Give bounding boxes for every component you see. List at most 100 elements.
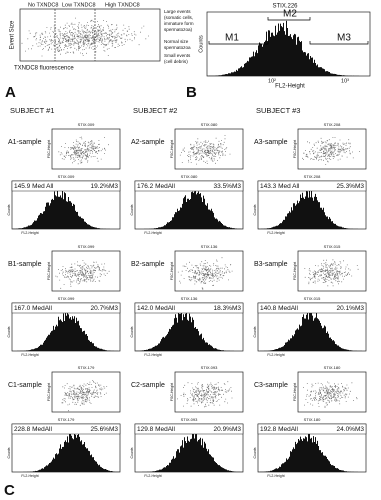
plot-title: STIX.179 <box>58 417 75 422</box>
plot-title: STIX.080 <box>181 174 198 179</box>
axis-label: Counts <box>253 326 257 337</box>
axis-label: Counts <box>7 326 11 337</box>
stats-box <box>134 423 244 435</box>
gate-label: Low TXNDC8 <box>62 2 96 8</box>
axis-label: FSC-Height <box>170 383 174 401</box>
scatter-dots <box>21 17 149 57</box>
stats-box <box>11 302 121 314</box>
axis-label: TXNDC8 fluorescence <box>14 66 74 72</box>
median-value: 192.8 MedAll <box>260 426 298 433</box>
axis-label: FSC-Height <box>293 383 297 401</box>
sample-label: B2-sample <box>131 261 165 268</box>
gate-label: High TXNDC8 <box>105 2 140 8</box>
scatter-dots <box>177 381 233 408</box>
panel-letter: A <box>5 84 16 101</box>
m3-value: 20.7%M3 <box>91 305 119 312</box>
m3-value: 20.1%M3 <box>337 305 365 312</box>
plot-title: STIX.179 <box>78 365 95 370</box>
median-value: 140.8 MedAll <box>260 305 298 312</box>
histogram-bars <box>258 309 366 351</box>
histogram-bars <box>135 190 243 229</box>
sample-label: B1-sample <box>8 261 42 268</box>
side-label: Large events <box>164 9 191 14</box>
median-value: 145.9 Med All <box>14 183 54 190</box>
axis-label: Counts <box>7 204 11 215</box>
plot-title: STIX.093 <box>201 365 218 370</box>
panel-letter: C <box>4 482 15 499</box>
histogram-bars <box>12 430 120 472</box>
stats-box <box>257 180 367 192</box>
sample-label: A2-sample <box>131 139 165 146</box>
axis-label: Counts <box>253 204 257 215</box>
m3-value: 25.3%M3 <box>337 183 365 190</box>
axis-label: Counts <box>7 447 11 458</box>
plot-title: STIX.015 <box>324 244 341 249</box>
median-value: 176.2 MedAll <box>137 183 175 190</box>
plot-frame <box>174 128 244 170</box>
axis-label: FL2-Height <box>144 231 161 235</box>
axis-label: FSC-Height <box>47 140 51 158</box>
subject-heading: SUBJECT #2 <box>133 106 177 115</box>
axis-label: FSC-Height <box>293 140 297 158</box>
sample-label: C2-sample <box>131 382 165 389</box>
x-tick-label: 10² <box>268 78 276 84</box>
axis-label: FSC-Height <box>293 262 297 280</box>
median-value: 167.0 MedAll <box>14 305 52 312</box>
plot-title: STIX.099 <box>78 244 95 249</box>
plot-title: STIX.226 <box>272 4 298 10</box>
axis-label: FSC-Height <box>47 262 51 280</box>
sample-label: A3-sample <box>254 139 288 146</box>
scatter-dots <box>179 135 231 165</box>
subject-heading: SUBJECT #1 <box>10 106 54 115</box>
sample-label: B3-sample <box>254 261 288 268</box>
side-label: (cell debris) <box>164 59 188 64</box>
axis-label: FSC-Height <box>170 262 174 280</box>
gate-label: No TXNDC8 <box>28 2 58 8</box>
plot-title: STIX.136 <box>201 244 218 249</box>
plot-title: STIX.208 <box>304 174 321 179</box>
stats-box <box>257 423 367 435</box>
histogram-bars <box>12 309 120 351</box>
axis-label: FL2-Height <box>21 474 38 478</box>
stats-box <box>134 302 244 314</box>
m3-value: 20.9%M3 <box>214 426 242 433</box>
m3-value: 25.6%M3 <box>91 426 119 433</box>
axis-label: FL2-Height <box>275 84 305 90</box>
axis-label: FL2-Height <box>21 231 38 235</box>
side-label: spermatozoa <box>164 45 191 50</box>
axis-label: FSC-Height <box>47 383 51 401</box>
side-label: immature form <box>164 21 194 26</box>
median-value: 142.0 MedAll <box>137 305 175 312</box>
plot-frame <box>51 371 121 413</box>
histogram-bars <box>12 188 120 229</box>
side-label: spermatozoa) <box>164 27 193 32</box>
panel-letter: B <box>186 84 197 101</box>
axis-label: FL2-Height <box>267 353 284 357</box>
scatter-dots <box>303 381 358 408</box>
marker-label: M2 <box>283 9 297 20</box>
axis-label: Event Size <box>10 20 16 49</box>
plot-title: STIX.009 <box>78 122 95 127</box>
plot-frame <box>19 8 161 62</box>
plot-title: STIX.180 <box>324 365 341 370</box>
scatter-dots <box>302 137 360 165</box>
axis-label: FL2-Height <box>267 474 284 478</box>
scatter-dots <box>304 259 359 287</box>
axis-label: FSC-Height <box>170 140 174 158</box>
axis-label: Counts <box>253 447 257 458</box>
plot-title: STIX.080 <box>201 122 218 127</box>
plot-title: STIX.093 <box>181 417 198 422</box>
sample-label: C1-sample <box>8 382 42 389</box>
axis-label: FL2-Height <box>144 353 161 357</box>
histogram-bars <box>207 20 370 76</box>
histogram-bars <box>258 430 366 472</box>
sample-label: A1-sample <box>8 139 42 146</box>
histogram-bars <box>135 430 243 472</box>
axis-label: Counts <box>198 35 204 53</box>
histogram-bars <box>258 189 366 229</box>
plot-title: STIX.208 <box>324 122 341 127</box>
m3-value: 19.2%M3 <box>91 183 119 190</box>
scatter-dots <box>177 257 233 290</box>
marker-bracket <box>309 41 369 45</box>
